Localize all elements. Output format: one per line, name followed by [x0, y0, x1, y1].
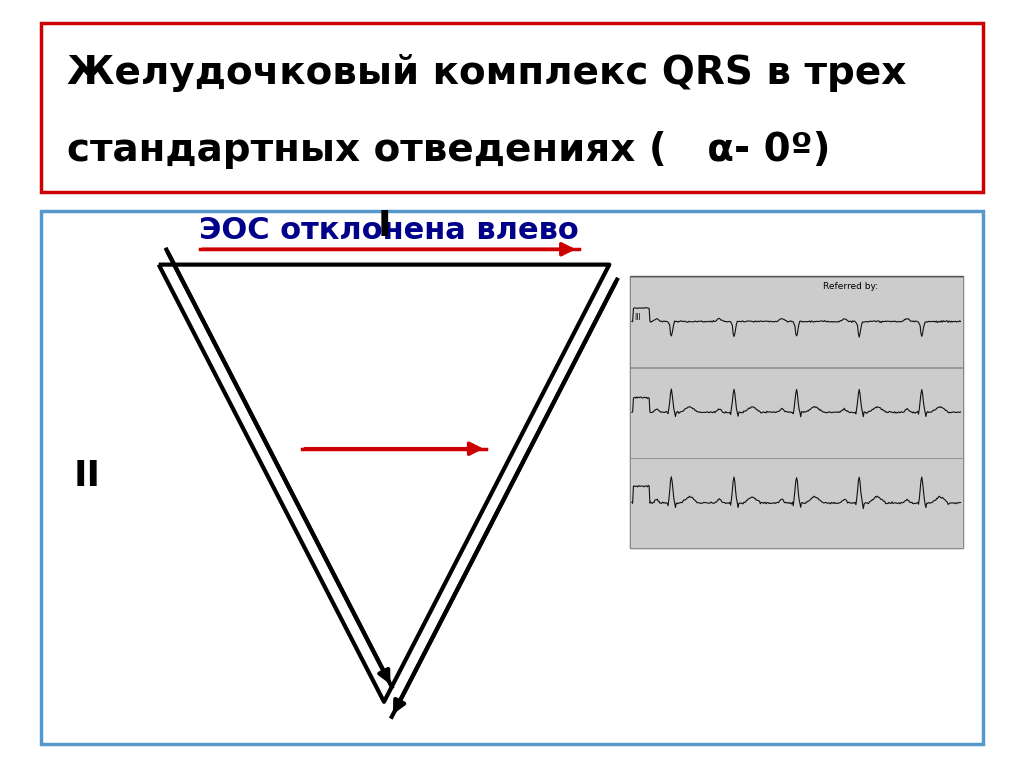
Bar [630, 459, 963, 548]
Text: ЭОС отклонена влево: ЭОС отклонена влево [200, 216, 579, 245]
Text: I: I [377, 209, 391, 243]
Text: III: III [640, 459, 681, 492]
Text: III: III [634, 313, 641, 322]
Bar [630, 276, 963, 548]
Bar [630, 277, 963, 367]
FancyBboxPatch shape [41, 211, 983, 744]
Bar [630, 367, 963, 458]
FancyBboxPatch shape [41, 23, 983, 192]
Text: II: II [74, 459, 100, 492]
Text: стандартных отведениях (   α- 0º): стандартных отведениях ( α- 0º) [67, 130, 830, 169]
Text: Желудочковый комплекс QRS в трех: Желудочковый комплекс QRS в трех [67, 54, 906, 92]
Text: Referred by:: Referred by: [823, 282, 878, 291]
